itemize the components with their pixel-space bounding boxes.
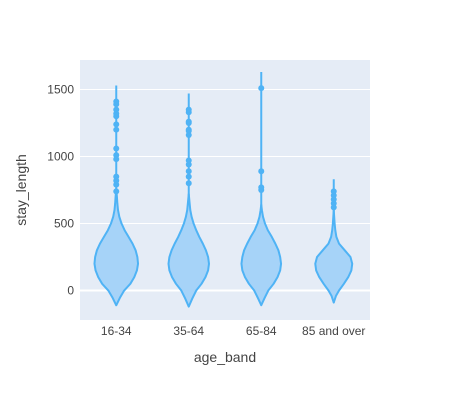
- outlier-point: [113, 98, 120, 105]
- outlier-point: [330, 188, 337, 195]
- x-tick-label: 16-34: [101, 324, 132, 338]
- violin-35-64: [167, 93, 210, 308]
- violin-body: [167, 193, 210, 308]
- x-tick-labels: 16-34 35-64 65-84 85 and over: [101, 324, 366, 338]
- y-axis-title: stay_length: [13, 154, 29, 226]
- outlier-point: [258, 168, 265, 175]
- y-tick-label: 1000: [47, 149, 74, 163]
- outlier-point: [113, 126, 120, 133]
- outlier-point: [185, 168, 192, 175]
- x-tick-label: 65-84: [246, 324, 277, 338]
- outlier-point: [185, 180, 192, 187]
- y-tick-label: 500: [54, 217, 74, 231]
- outlier-point: [113, 173, 120, 180]
- violins: [93, 72, 354, 308]
- outlier-point: [185, 157, 192, 164]
- violin-body: [240, 203, 283, 307]
- outlier-point: [113, 188, 120, 195]
- x-tick-label: 35-64: [173, 324, 204, 338]
- violin-85-and-over: [314, 179, 354, 304]
- outlier-point: [185, 106, 192, 113]
- outlier-point: [258, 184, 265, 191]
- x-axis-title: age_band: [194, 349, 256, 365]
- outlier-point: [113, 106, 120, 113]
- outlier-point: [185, 173, 192, 180]
- outlier-point: [113, 152, 120, 159]
- outlier-point: [113, 121, 120, 128]
- outlier-point: [258, 85, 265, 92]
- outlier-point: [185, 118, 192, 125]
- outlier-point: [113, 145, 120, 152]
- x-tick-label: 85 and over: [302, 324, 365, 338]
- y-tick-labels: 0 500 1000 1500: [47, 82, 74, 297]
- violin-16-34: [93, 85, 140, 307]
- outlier-point: [185, 126, 192, 133]
- violin-65-84: [240, 72, 283, 307]
- y-grid-lines: [80, 88, 370, 292]
- y-tick-label: 1500: [47, 82, 74, 96]
- y-tick-label: 0: [67, 284, 74, 298]
